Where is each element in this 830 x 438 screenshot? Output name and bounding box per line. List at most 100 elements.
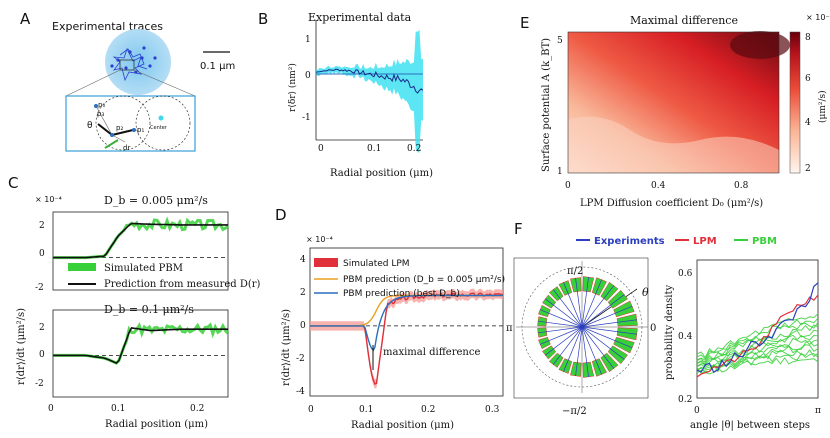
- heatmap-peak: [730, 31, 790, 59]
- polar-bin-7: [558, 280, 573, 296]
- p1-point: [110, 133, 114, 137]
- panel-d-xtick-0: 0: [308, 405, 314, 415]
- panel-c-bottom-frame: [52, 309, 229, 398]
- polar-label-pi: π: [506, 323, 513, 334]
- panel-c-xtick-2: 0.2: [190, 404, 204, 414]
- panel-c-top-ytick-0: 0: [39, 249, 45, 259]
- polar-exp-ray-21: [581, 326, 625, 360]
- polar-frame: [513, 257, 649, 399]
- legend-pbm-label: Simulated PBM: [104, 263, 183, 274]
- panel-f-pbm-line-10: [696, 317, 819, 360]
- polar-exp-ray-1: [581, 305, 633, 328]
- heatmap-frame: [567, 31, 780, 174]
- polar-bin-5: [582, 276, 595, 293]
- polar-bin-11: [537, 316, 548, 327]
- panel-c-top-frame: [52, 211, 229, 291]
- polar-exp-ray-11: [537, 320, 583, 328]
- panel-f-exp-line: [696, 282, 819, 374]
- panel-d-ytick-4: 4: [300, 255, 306, 265]
- panel-e-ytick-1: 1: [557, 167, 563, 177]
- panel-c-exponent: × 10⁻⁴: [35, 195, 62, 204]
- polar-exp-ray-22: [581, 326, 633, 349]
- polar-exp-ray-16: [563, 326, 583, 372]
- panel-c-top-title: D_b = 0.005 μm²/s: [104, 194, 208, 207]
- polar-exp-ray-14: [544, 326, 583, 356]
- panel-c-bottom-simulated-pbm: [53, 321, 230, 365]
- p0-point: [94, 104, 98, 108]
- legend-lpm-label: Simulated LPM: [343, 259, 410, 269]
- panel-b-error-band: [316, 29, 423, 153]
- panel-letter-c: C: [8, 174, 18, 192]
- polar-theta-ray: [581, 288, 638, 328]
- polar-exp-ray-5: [581, 276, 589, 328]
- panel-b: B Experimental data 0 0.1 0.2 1 0 -1 Rad…: [258, 10, 433, 179]
- panel-d: D × 10⁻⁴ Simulated LPM PBM prediction (D…: [275, 206, 505, 431]
- legend-pbm-swatch: [68, 263, 96, 271]
- polar-bin-23: [616, 327, 638, 341]
- panel-letter-f: F: [514, 220, 523, 238]
- legend-pbm-pred-label: PBM prediction (D_b = 0.005 μm²/s): [343, 275, 505, 285]
- panel-b-plot: [315, 20, 424, 153]
- polar-exp-ray-18: [581, 326, 589, 378]
- panel-d-plot: [309, 247, 504, 397]
- polar-label-0: 0: [650, 323, 656, 334]
- panel-e-xtick-1: 0.4: [651, 181, 666, 191]
- panel-d-ytick-m4: -4: [296, 387, 305, 397]
- legend-lpm-swatch: [314, 258, 338, 267]
- polar-exp-ray-17: [575, 326, 583, 377]
- panel-f-ytick-06: 0.6: [678, 269, 693, 279]
- panel-letter-e: E: [520, 14, 529, 32]
- polar-exp-ray-4: [581, 279, 603, 328]
- panel-d-xtick-1: 0.1: [359, 405, 373, 415]
- polar-bin-1: [613, 300, 635, 318]
- polar-bin-22: [613, 336, 635, 354]
- panel-f-xlabel: angle |θ| between steps: [690, 420, 810, 431]
- panel-f-pbm-line-11: [696, 313, 819, 359]
- legend-pbm-best-label: PBM prediction (best D_b): [343, 289, 460, 299]
- polar-bin-17: [570, 361, 582, 377]
- polar-exp-ray-3: [581, 285, 615, 328]
- step-circle: [95, 95, 151, 151]
- polar-exp-ray-7: [563, 282, 583, 328]
- cb-tick-4: 4: [805, 118, 811, 128]
- panel-f-ytick-04: 0.4: [678, 332, 693, 342]
- polar-exp-ray-23: [581, 326, 638, 335]
- legend-pbm-f-label: PBM: [752, 236, 777, 247]
- panel-f-plot: [696, 259, 819, 399]
- panel-f-pbm-line-5: [696, 337, 819, 367]
- panel-e-exponent: × 10⁻⁴: [806, 13, 830, 22]
- polar-bin-18: [582, 361, 595, 378]
- panel-d-ytick-0: 0: [300, 321, 306, 331]
- panel-c-xtick-0: 0: [48, 404, 54, 414]
- center-point: [158, 115, 164, 121]
- panel-d-exponent: × 10⁻⁴: [306, 235, 333, 244]
- polar-bin-16: [558, 358, 573, 374]
- polar-exp-ray-15: [552, 326, 583, 365]
- panel-c-plot: [52, 211, 230, 398]
- panel-c-bottom-title: D_b = 0.1 μm²/s: [104, 303, 194, 316]
- panel-d-lpm-line: [310, 292, 504, 385]
- panel-d-xlabel: Radial position (μm): [351, 420, 454, 431]
- cb-tick-8: 8: [805, 33, 811, 43]
- panel-c-bottom-prediction: [53, 327, 228, 365]
- cb-tick-6: 6: [805, 74, 811, 84]
- polar-exp-ray-2: [581, 294, 625, 328]
- p3-label: p₃: [97, 110, 104, 118]
- panel-b-xtick-0: 0: [318, 144, 324, 154]
- step-arrow: [97, 123, 113, 136]
- panel-c: C × 10⁻⁴ D_b = 0.005 μm²/s D_b = 0.1 μm²…: [8, 174, 261, 430]
- colorbar-label: (μm²/s): [817, 90, 828, 123]
- polar-label-pi2: π/2: [567, 266, 583, 277]
- dr-label: dr: [123, 144, 130, 152]
- panel-f-lpm-line: [696, 294, 819, 378]
- panel-c-top-ytick-m2: -2: [35, 283, 44, 293]
- panel-c-bot-ytick-m2: -2: [35, 379, 44, 389]
- panel-e-xlabel: LPM Diffusion coefficient D₀ (μm²/s): [580, 198, 763, 209]
- polar-exp-ray-10: [539, 309, 583, 328]
- polar-bin-4: [591, 277, 607, 296]
- legend-lpm-f-label: LPM: [693, 236, 717, 247]
- step-arrow-2: [111, 129, 134, 136]
- polar-label-theta: θ: [642, 286, 649, 299]
- panel-f-frame: [696, 259, 819, 399]
